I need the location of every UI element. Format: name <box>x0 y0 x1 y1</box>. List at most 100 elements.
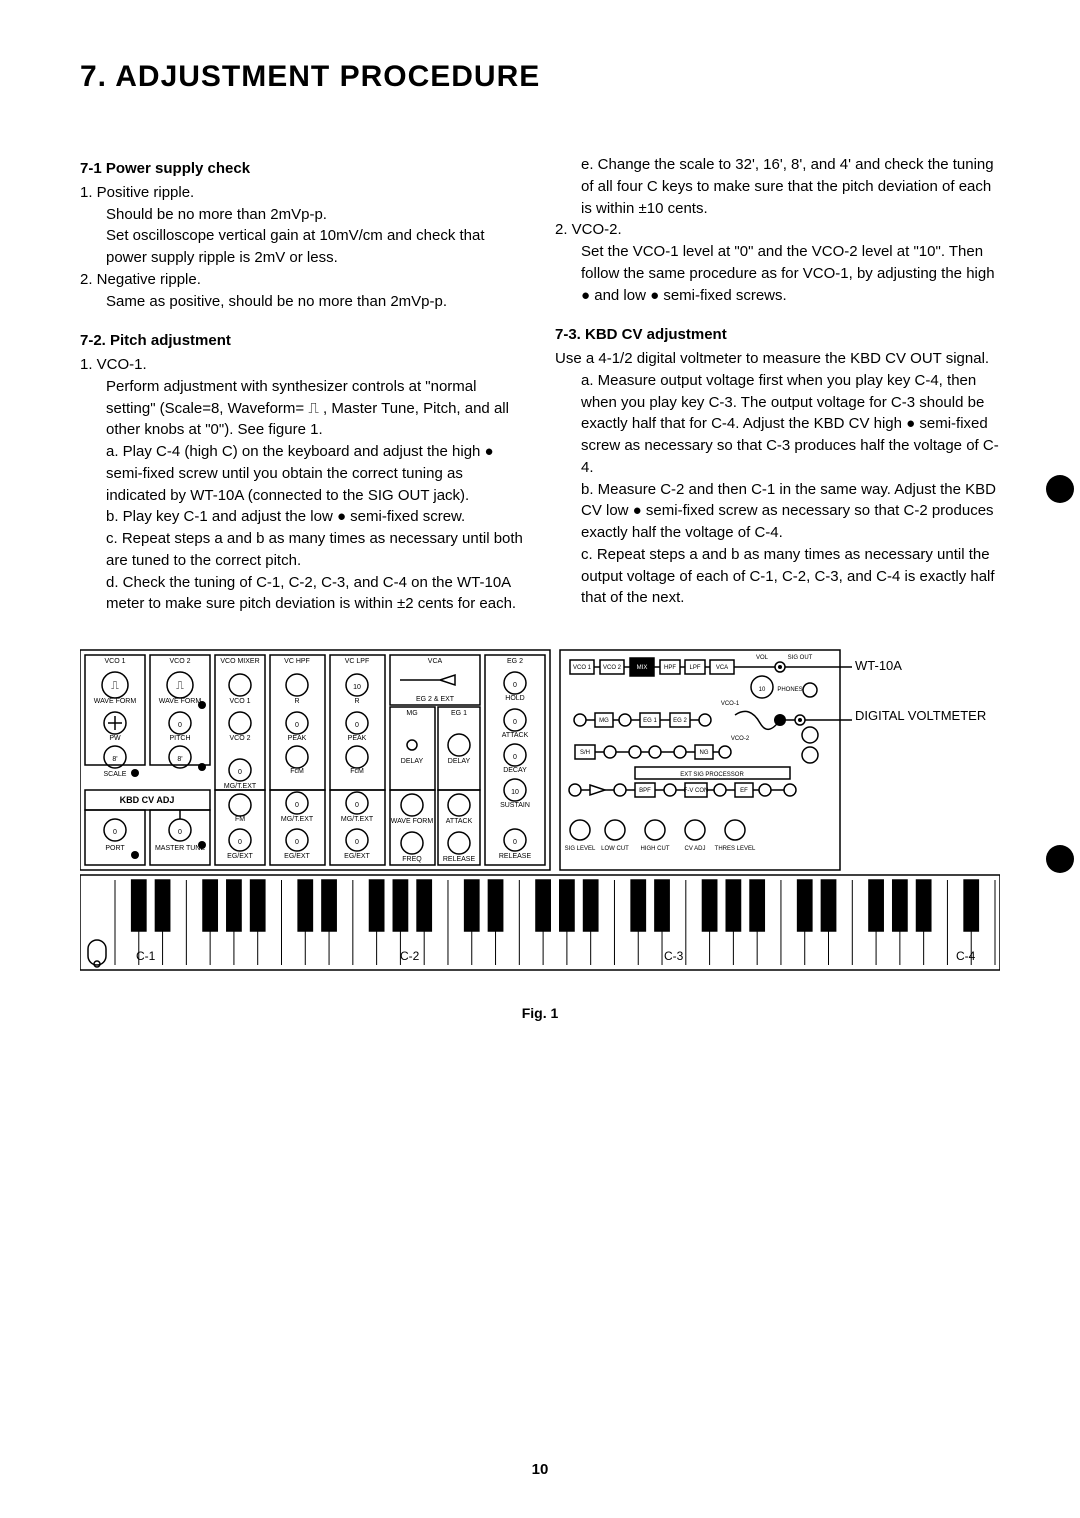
svg-text:EG 2: EG 2 <box>673 718 687 724</box>
svg-text:WT-10A: WT-10A <box>855 658 902 673</box>
punch-hole-icon <box>1046 845 1074 873</box>
svg-text:MG/T.EXT: MG/T.EXT <box>281 816 314 823</box>
page-title: 7. ADJUSTMENT PROCEDURE <box>80 60 1000 94</box>
svg-text:EG 2: EG 2 <box>507 658 523 665</box>
svg-text:VCO-1: VCO-1 <box>721 701 740 707</box>
svg-text:HPF: HPF <box>664 665 676 671</box>
svg-text:VCO 2: VCO 2 <box>229 735 250 742</box>
svg-text:C-3: C-3 <box>664 949 684 963</box>
svg-text:NG: NG <box>700 750 709 756</box>
svg-text:VCO 1: VCO 1 <box>229 698 250 705</box>
page-number: 10 <box>0 1461 1080 1478</box>
svg-text:S/H: S/H <box>580 750 590 756</box>
svg-text:VCO 2: VCO 2 <box>603 665 622 671</box>
svg-text:0: 0 <box>513 682 517 689</box>
svg-text:0: 0 <box>513 754 517 761</box>
svg-text:⎍: ⎍ <box>176 680 184 692</box>
svg-text:DELAY: DELAY <box>401 758 424 765</box>
svg-text:EXT SIG PROCESSOR: EXT SIG PROCESSOR <box>680 772 744 778</box>
svg-text:DECAY: DECAY <box>503 767 527 774</box>
section-7-3-intro: Use a 4-1/2 digital voltmeter to measure… <box>555 348 1000 370</box>
svg-text:RELEASE: RELEASE <box>443 856 476 863</box>
svg-text:C-1: C-1 <box>136 949 156 963</box>
svg-text:THRES LEVEL: THRES LEVEL <box>715 846 756 852</box>
svg-text:PEAK: PEAK <box>348 735 367 742</box>
svg-text:EG/EXT: EG/EXT <box>227 853 253 860</box>
svg-text:PEAK: PEAK <box>288 735 307 742</box>
svg-text:SIG LEVEL: SIG LEVEL <box>565 846 596 852</box>
step-d: d. Check the tuning of C-1, C-2, C-3, an… <box>80 572 525 616</box>
svg-text:F-V CON: F-V CON <box>684 788 709 794</box>
svg-text:FREQ: FREQ <box>402 856 422 863</box>
svg-text:0: 0 <box>295 802 299 809</box>
svg-text:0: 0 <box>238 769 242 776</box>
svg-text:8': 8' <box>112 756 117 763</box>
section-7-3-head: 7-3. KBD CV adjustment <box>555 324 1000 346</box>
svg-text:10: 10 <box>759 687 766 693</box>
svg-text:0: 0 <box>295 839 299 846</box>
svg-text:VCA: VCA <box>716 665 728 671</box>
right-column: e. Change the scale to 32', 16', 8', and… <box>555 154 1000 615</box>
svg-text:HIGH CUT: HIGH CUT <box>641 846 670 852</box>
svg-text:LPF: LPF <box>689 665 700 671</box>
svg-text:VC LPF: VC LPF <box>345 658 370 665</box>
svg-text:CV ADJ: CV ADJ <box>684 846 705 852</box>
svg-text:SUSTAIN: SUSTAIN <box>500 802 530 809</box>
svg-text:0: 0 <box>513 719 517 726</box>
section-7-2-head: 7-2. Pitch adjustment <box>80 330 525 352</box>
svg-text:8': 8' <box>177 756 182 763</box>
svg-text:VC HPF: VC HPF <box>284 658 310 665</box>
item-1-text-b: Set oscilloscope vertical gain at 10mV/c… <box>80 225 525 269</box>
section-7-1-head: 7-1 Power supply check <box>80 158 525 180</box>
svg-text:⎍: ⎍ <box>111 680 119 692</box>
svg-text:EG/EXT: EG/EXT <box>344 853 370 860</box>
svg-text:WAVE FORM: WAVE FORM <box>159 698 202 705</box>
svg-text:SIG OUT: SIG OUT <box>788 655 813 661</box>
item-vco2-text: Set the VCO-1 level at "0" and the VCO-2… <box>555 241 1000 306</box>
svg-text:PITCH: PITCH <box>170 735 191 742</box>
step-b: b. Play key C-1 and adjust the low ● sem… <box>80 506 525 528</box>
svg-text:FM: FM <box>235 816 245 823</box>
svg-text:10: 10 <box>353 684 361 691</box>
svg-text:EF: EF <box>740 788 748 794</box>
svg-text:ATTACK: ATTACK <box>446 818 473 825</box>
svg-text:0: 0 <box>178 722 182 729</box>
svg-text:FcM: FcM <box>290 768 304 775</box>
svg-text:FcM: FcM <box>350 768 364 775</box>
svg-text:WAVE FORM: WAVE FORM <box>94 698 137 705</box>
svg-text:MIX: MIX <box>637 665 648 671</box>
item-vco1-text: Perform adjustment with synthesizer cont… <box>80 376 525 441</box>
svg-text:MG: MG <box>406 710 417 717</box>
step-a: a. Play C-4 (high C) on the keyboard and… <box>80 441 525 506</box>
item-1: 1. Positive ripple. <box>80 182 525 204</box>
svg-text:VCO MIXER: VCO MIXER <box>220 658 259 665</box>
svg-text:0: 0 <box>355 839 359 846</box>
svg-text:R: R <box>354 698 359 705</box>
svg-text:EG 1: EG 1 <box>643 718 657 724</box>
item-2: 2. Negative ripple. <box>80 269 525 291</box>
s3-step-a: a. Measure output voltage first when you… <box>555 370 1000 479</box>
svg-text:VCA: VCA <box>428 658 443 665</box>
punch-hole-icon <box>1046 475 1074 503</box>
s3-step-b: b. Measure C-2 and then C-1 in the same … <box>555 479 1000 544</box>
svg-text:MG/T.EXT: MG/T.EXT <box>341 816 374 823</box>
svg-text:0: 0 <box>513 839 517 846</box>
svg-text:DIGITAL VOLTMETER: DIGITAL VOLTMETER <box>855 708 986 723</box>
item-1-text-a: Should be no more than 2mVp-p. <box>80 204 525 226</box>
item-vco2: 2. VCO-2. <box>555 219 1000 241</box>
svg-text:0: 0 <box>113 829 117 836</box>
svg-text:0: 0 <box>178 829 182 836</box>
svg-text:VOL: VOL <box>756 655 769 661</box>
svg-text:VCO 1: VCO 1 <box>573 665 592 671</box>
svg-text:EG 1: EG 1 <box>451 710 467 717</box>
svg-text:PW: PW <box>109 735 121 742</box>
svg-text:MG/T.EXT: MG/T.EXT <box>224 783 257 790</box>
figure-caption: Fig. 1 <box>80 1005 1000 1021</box>
svg-text:C-4: C-4 <box>956 949 976 963</box>
svg-text:RELEASE: RELEASE <box>499 853 532 860</box>
figure-1: VCO 1 ⎍ WAVE FORM PW 8' VCO 2 ⎍ WAVE FOR… <box>80 645 1000 975</box>
svg-text:DELAY: DELAY <box>448 758 471 765</box>
svg-text:10: 10 <box>511 789 519 796</box>
text-columns: 7-1 Power supply check 1. Positive rippl… <box>80 154 1000 615</box>
item-2-text: Same as positive, should be no more than… <box>80 291 525 313</box>
